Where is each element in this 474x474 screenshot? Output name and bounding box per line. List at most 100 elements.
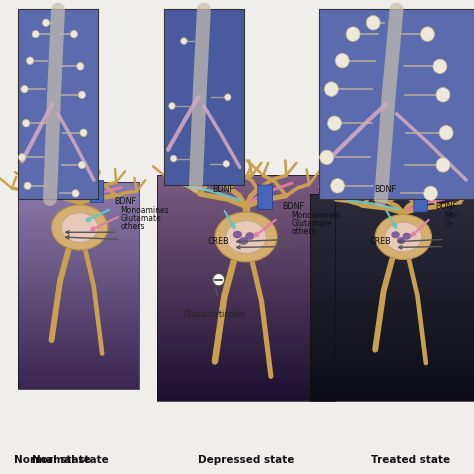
Circle shape [346,27,360,41]
Bar [18,316,139,320]
Bar [157,321,335,326]
Ellipse shape [385,222,422,252]
Text: BDNF: BDNF [435,202,457,210]
Bar [18,220,139,224]
Bar [18,319,139,323]
Bar [157,325,335,329]
Bar [18,258,139,262]
Bar [157,359,335,363]
Bar [157,329,335,333]
Ellipse shape [215,212,277,262]
Bar [310,301,474,304]
Bar [18,275,139,279]
Text: BDNF: BDNF [283,202,304,210]
Bar [18,251,139,255]
Bar [18,354,139,358]
Bar [310,208,474,211]
Text: Monoamines: Monoamines [292,211,340,220]
Bar [157,220,335,224]
Circle shape [436,158,450,172]
Text: Monoamines: Monoamines [121,207,169,215]
Bar [157,239,335,243]
Bar [18,295,139,300]
Bar [310,276,474,280]
Bar [157,276,335,281]
Bar [157,284,335,288]
Ellipse shape [239,237,248,245]
Circle shape [328,116,341,130]
Circle shape [18,154,26,161]
Bar [157,280,335,284]
Bar [18,9,98,199]
Bar [18,237,139,241]
Bar [157,209,335,213]
Bar [157,194,335,198]
Bar [18,278,139,282]
Bar [157,228,335,232]
Bar [157,261,335,265]
Bar [18,344,139,347]
Bar [18,309,139,313]
Bar [157,291,335,295]
Bar [18,264,139,268]
Circle shape [169,103,175,109]
Circle shape [213,273,225,286]
Ellipse shape [61,213,98,242]
Bar [18,368,139,372]
Text: others: others [292,227,316,236]
Circle shape [43,19,50,27]
Bar [157,340,335,344]
Circle shape [72,190,79,197]
Circle shape [21,85,28,93]
Bar [319,9,474,199]
Bar [310,321,474,325]
Text: Glucocorticoids: Glucocorticoids [183,310,245,319]
Circle shape [433,59,447,73]
Circle shape [223,161,229,167]
Circle shape [320,150,334,164]
Ellipse shape [392,232,400,238]
Circle shape [77,63,84,70]
Bar [157,182,335,187]
Circle shape [78,161,85,169]
Bar [18,323,139,327]
Circle shape [78,91,85,99]
Circle shape [335,54,349,68]
Bar [157,381,335,385]
Bar [18,213,139,217]
Circle shape [24,182,31,190]
Bar [157,216,335,220]
Circle shape [331,179,345,193]
Bar [18,378,139,382]
Text: CREB: CREB [369,237,391,246]
Bar [157,190,335,194]
Bar [18,182,139,186]
Bar [310,325,474,328]
Bar [18,381,139,385]
Bar [18,282,139,285]
Bar [310,242,474,246]
Bar [157,392,335,397]
Bar [18,192,139,196]
Circle shape [436,88,450,102]
Bar [18,374,139,378]
Bar [157,254,335,258]
Circle shape [32,30,39,38]
Bar [310,215,474,219]
Bar [310,194,474,401]
Text: BDNF: BDNF [374,185,396,194]
Bar [18,199,139,203]
Bar [157,385,335,389]
Circle shape [22,119,30,127]
Bar [18,216,139,220]
Bar [310,304,474,308]
Ellipse shape [52,205,108,250]
Ellipse shape [246,233,254,239]
Bar [157,318,335,322]
Bar [310,235,474,239]
Bar [18,385,139,389]
Text: Normal state: Normal state [14,455,91,465]
Bar [18,206,139,210]
Bar [157,314,335,318]
Bar [310,318,474,321]
